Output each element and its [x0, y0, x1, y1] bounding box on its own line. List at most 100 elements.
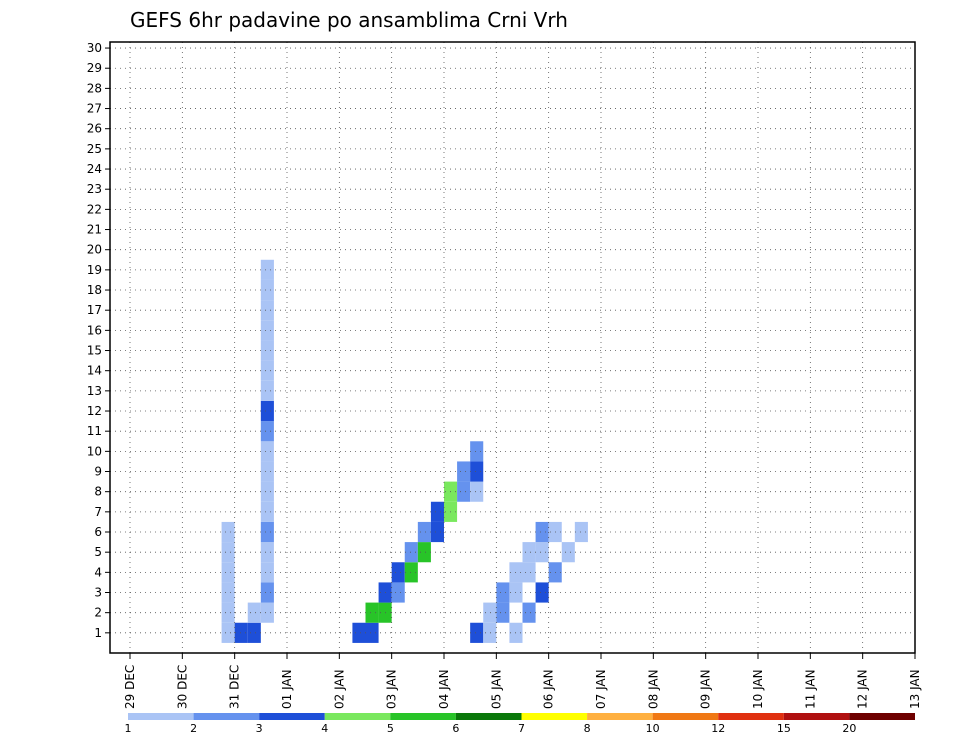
data-cell — [457, 481, 471, 502]
legend-swatch — [783, 713, 850, 720]
y-tick-label: 27 — [87, 102, 102, 116]
data-cell — [391, 582, 405, 603]
x-tick-label: 29 DEC — [123, 665, 137, 709]
y-axis: 1234567891011121314151617181920212223242… — [87, 41, 110, 640]
y-tick-label: 13 — [87, 384, 102, 398]
data-cell — [430, 521, 444, 543]
data-cell — [260, 360, 274, 381]
data-cell — [522, 602, 536, 623]
legend-swatch — [193, 713, 260, 720]
y-tick-label: 12 — [87, 404, 102, 418]
x-tick-label: 07 JAN — [594, 669, 608, 709]
y-tick-label: 1 — [94, 626, 102, 640]
data-cell — [470, 622, 484, 643]
x-tick-label: 11 JAN — [803, 669, 817, 709]
legend-label: 7 — [518, 722, 525, 735]
data-cell — [260, 501, 274, 522]
data-cell — [457, 461, 471, 482]
legend-label: 2 — [190, 722, 197, 735]
x-tick-label: 04 JAN — [437, 669, 451, 709]
data-cell — [260, 320, 274, 341]
data-cell — [561, 542, 575, 563]
cells-layer — [221, 259, 588, 643]
data-cell — [221, 602, 235, 623]
legend-label: 6 — [452, 722, 459, 735]
legend-label: 5 — [387, 722, 394, 735]
data-cell — [470, 461, 484, 482]
x-tick-label: 03 JAN — [385, 669, 399, 709]
y-tick-label: 17 — [87, 303, 102, 317]
data-cell — [535, 521, 549, 543]
y-tick-label: 25 — [87, 142, 102, 156]
data-cell — [260, 400, 274, 422]
data-cell — [234, 622, 248, 643]
legend-swatch — [390, 713, 456, 720]
y-tick-label: 15 — [87, 344, 102, 358]
data-cell — [260, 441, 274, 462]
y-tick-label: 16 — [87, 323, 102, 337]
data-cell — [260, 461, 274, 482]
data-cell — [496, 582, 510, 603]
y-tick-label: 26 — [87, 122, 102, 136]
legend-swatch — [718, 713, 784, 720]
data-cell — [535, 542, 549, 563]
legend-swatch — [652, 713, 719, 720]
legend-label: 20 — [842, 722, 856, 735]
legend-label: 3 — [256, 722, 263, 735]
plot-frame — [109, 41, 916, 654]
data-cell — [404, 542, 418, 563]
data-cell — [247, 622, 261, 643]
data-cell — [221, 521, 235, 543]
data-cell — [260, 421, 274, 442]
data-cell — [535, 582, 549, 603]
legend-swatch — [849, 713, 915, 720]
data-cell — [247, 602, 261, 623]
y-tick-label: 19 — [87, 263, 102, 277]
legend-swatch — [324, 713, 391, 720]
data-cell — [417, 521, 431, 543]
x-tick-label: 09 JAN — [699, 669, 713, 709]
y-tick-label: 14 — [87, 364, 102, 378]
data-cell — [522, 542, 536, 563]
y-tick-label: 9 — [94, 465, 102, 479]
x-tick-label: 12 JAN — [856, 669, 870, 709]
data-cell — [574, 521, 588, 543]
data-cell — [483, 622, 497, 643]
data-cell — [522, 562, 536, 583]
data-cell — [221, 582, 235, 603]
data-cell — [365, 602, 379, 623]
data-cell — [260, 582, 274, 603]
y-tick-label: 24 — [87, 162, 102, 176]
data-cell — [260, 279, 274, 301]
y-tick-label: 18 — [87, 283, 102, 297]
x-tick-label: 06 JAN — [542, 669, 556, 709]
data-cell — [391, 562, 405, 583]
legend-label: 1 — [125, 722, 132, 735]
data-cell — [260, 542, 274, 563]
data-cell — [260, 300, 274, 321]
y-tick-label: 6 — [94, 525, 102, 539]
data-cell — [496, 602, 510, 623]
x-tick-label: 13 JAN — [908, 669, 922, 709]
data-cell — [352, 622, 366, 643]
legend-label: 4 — [321, 722, 328, 735]
data-cell — [404, 562, 418, 583]
y-tick-label: 29 — [87, 61, 102, 75]
x-tick-label: 08 JAN — [646, 669, 660, 709]
y-tick-label: 4 — [94, 565, 102, 579]
data-cell — [221, 562, 235, 583]
legend-label: 10 — [646, 722, 660, 735]
data-cell — [221, 622, 235, 643]
legend-label: 8 — [584, 722, 591, 735]
data-cell — [260, 340, 274, 361]
data-cell — [430, 501, 444, 522]
data-cell — [260, 259, 274, 280]
y-tick-label: 23 — [87, 182, 102, 196]
data-cell — [260, 481, 274, 502]
x-tick-label: 05 JAN — [489, 669, 503, 709]
x-axis: 29 DEC 30 DEC 31 DEC 01 JAN 02 JAN 03 JAN 04 J… — [123, 653, 922, 709]
legend-swatch — [587, 713, 653, 720]
data-cell — [260, 380, 274, 401]
legend-swatch — [455, 713, 522, 720]
